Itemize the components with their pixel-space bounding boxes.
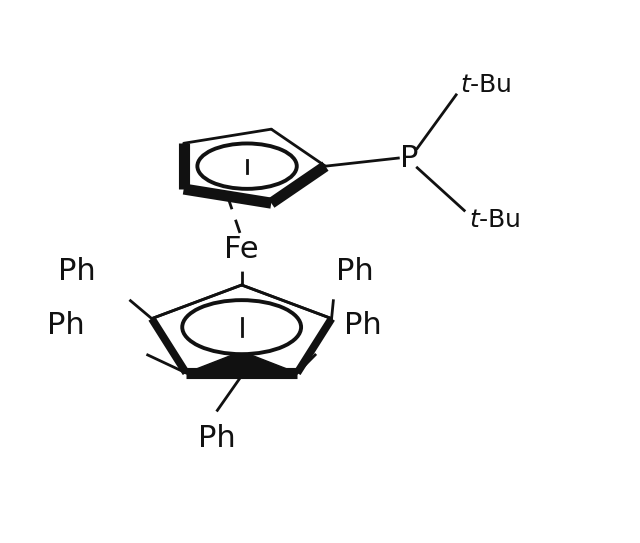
Polygon shape: [186, 351, 297, 373]
Text: $\it{t}$-Bu: $\it{t}$-Bu: [460, 73, 512, 97]
Text: Fe: Fe: [225, 236, 259, 264]
Ellipse shape: [197, 143, 297, 189]
Text: Ph: Ph: [47, 311, 85, 340]
Polygon shape: [152, 285, 332, 373]
Text: Ph: Ph: [198, 424, 236, 453]
Text: $\it{t}$-Bu: $\it{t}$-Bu: [468, 208, 520, 232]
Polygon shape: [184, 129, 325, 203]
Ellipse shape: [182, 300, 301, 354]
Text: Ph: Ph: [344, 311, 382, 340]
Text: Ph: Ph: [336, 257, 374, 286]
Text: P: P: [400, 143, 419, 173]
Text: Ph: Ph: [58, 257, 96, 286]
